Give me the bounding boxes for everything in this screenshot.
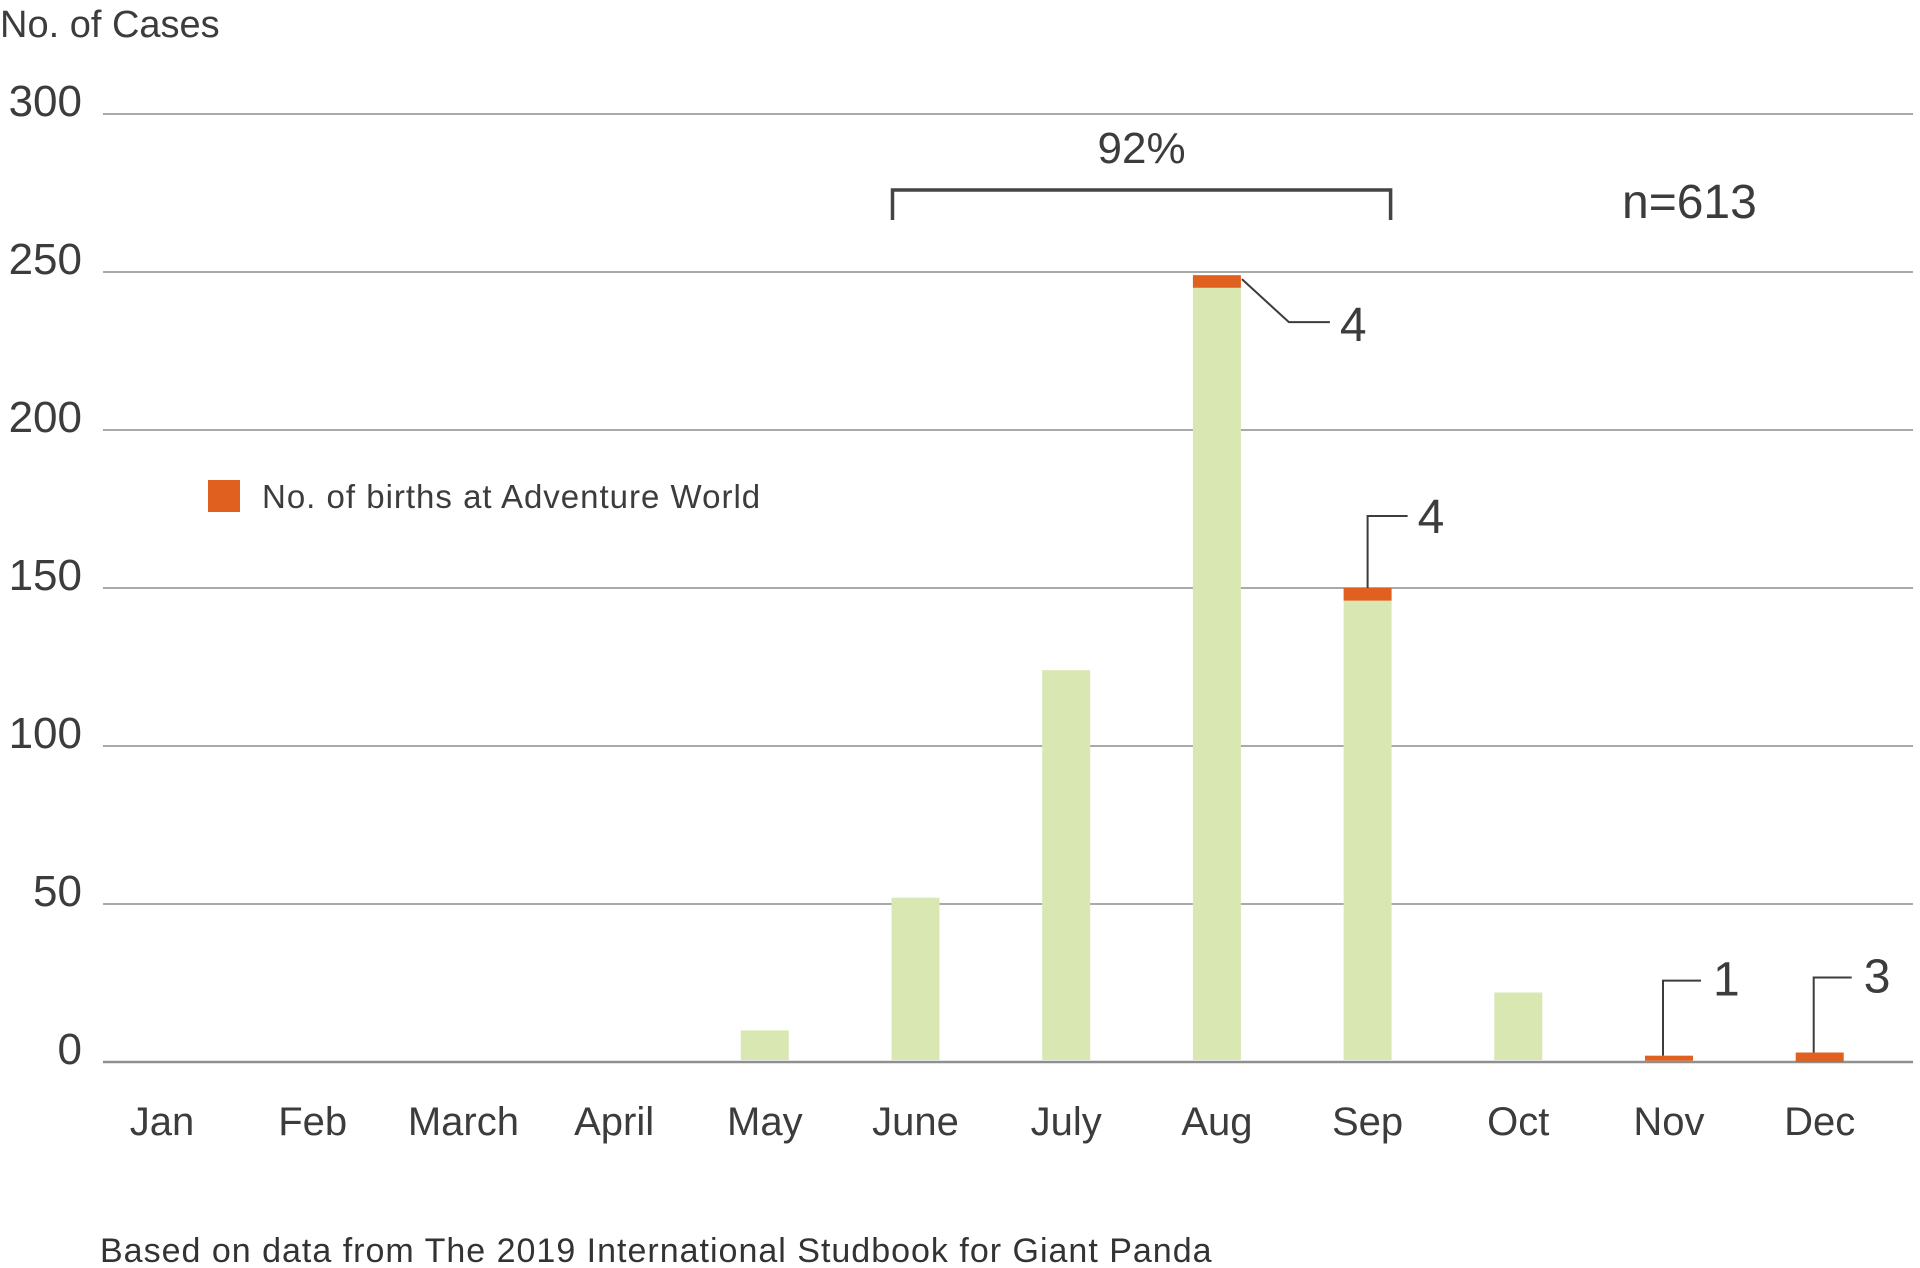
bar-base — [1042, 670, 1091, 1060]
x-tick-label: June — [872, 1100, 959, 1144]
bar-base — [740, 1030, 789, 1060]
bar-adventure-world — [1795, 1052, 1844, 1062]
y-tick-label: 250 — [9, 235, 82, 284]
legend-swatch — [208, 480, 240, 512]
bar-base — [1343, 600, 1392, 1060]
callouts: 4 4 1 3 — [1241, 278, 1891, 1056]
x-tick-label: Oct — [1487, 1100, 1549, 1144]
callout-label: 1 — [1713, 954, 1740, 1007]
callout-label: 4 — [1340, 299, 1367, 352]
callout-label: 4 — [1418, 491, 1445, 544]
y-axis-label: No. of Cases — [0, 4, 220, 46]
x-tick-label: Sep — [1332, 1100, 1403, 1144]
bar-adventure-world — [1192, 275, 1241, 288]
y-tick-label: 50 — [33, 867, 82, 916]
x-tick-label: July — [1031, 1100, 1102, 1144]
callout-leader — [1812, 976, 1852, 1053]
y-tick-label: 150 — [9, 551, 82, 600]
x-tick-label: Feb — [278, 1100, 347, 1144]
gridlines — [103, 113, 1913, 1064]
x-tick-label: Jan — [130, 1100, 195, 1144]
bracket-line — [890, 188, 1393, 220]
y-tick-labels: 0 50 100 150 200 250 300 — [9, 77, 82, 1074]
x-tick-label: March — [408, 1100, 519, 1144]
x-tick-labels: Jan Feb March April May June July Aug Sep Oct Nov D… — [130, 1100, 1856, 1144]
bar-adventure-world — [1343, 588, 1392, 601]
bars — [740, 275, 1844, 1062]
y-tick-label: 200 — [9, 393, 82, 442]
callout-leader — [1366, 515, 1408, 588]
legend: No. of births at Adventure World — [208, 478, 761, 515]
bracket-annotation: 92% — [890, 124, 1393, 220]
x-tick-label: May — [727, 1100, 803, 1144]
x-tick-label: Aug — [1181, 1100, 1252, 1144]
callout-leader — [1241, 278, 1330, 324]
y-tick-label: 100 — [9, 709, 82, 758]
bracket-label: 92% — [1098, 124, 1186, 173]
y-tick-label: 0 — [58, 1025, 82, 1074]
x-tick-label: April — [574, 1100, 654, 1144]
callout-label: 3 — [1864, 951, 1891, 1004]
total-n-label: n=613 — [1622, 176, 1757, 229]
legend-label: No. of births at Adventure World — [262, 478, 761, 515]
source-note: Based on data from The 2019 Internationa… — [100, 1232, 1213, 1268]
callout-leader — [1662, 979, 1701, 1056]
y-tick-label: 300 — [9, 77, 82, 126]
bar-base — [1494, 992, 1543, 1060]
bar-base — [891, 897, 940, 1060]
bar-adventure-world — [1645, 1055, 1693, 1061]
bar-base — [1192, 287, 1241, 1060]
x-tick-label: Nov — [1633, 1100, 1704, 1144]
x-tick-label: Dec — [1784, 1100, 1855, 1144]
